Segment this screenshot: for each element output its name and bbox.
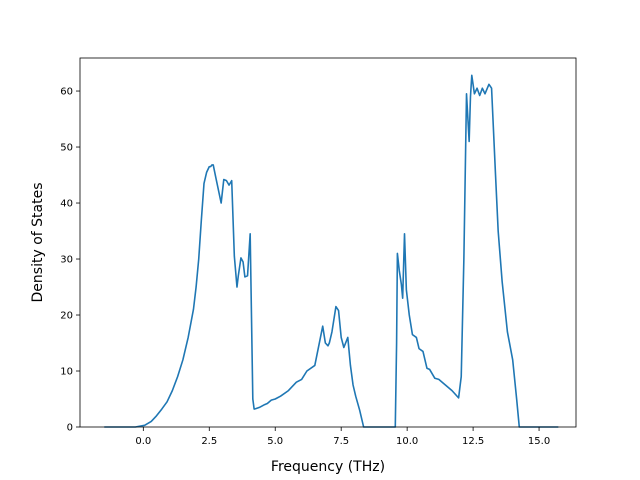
x-tick-label: 12.5	[462, 436, 484, 447]
x-axis-title: Frequency (THz)	[271, 459, 385, 475]
dos-series-line	[104, 74, 559, 428]
x-tick-label: 2.5	[201, 436, 217, 447]
x-tick-label: 5.0	[267, 436, 283, 447]
x-tick-label: 0.0	[135, 436, 151, 447]
y-tick-label: 10	[60, 367, 73, 378]
x-tick-label: 15.0	[528, 436, 550, 447]
x-tick-label: 7.5	[333, 436, 349, 447]
y-tick-label: 20	[60, 311, 73, 322]
y-tick-label: 60	[60, 87, 73, 98]
y-tick-label: 0	[67, 423, 73, 434]
y-axis-title: Density of States	[30, 183, 46, 303]
y-tick-label: 50	[60, 143, 73, 154]
y-axis: 0 10 20 30 40 50 60	[60, 87, 80, 434]
axes-frame	[79, 57, 577, 428]
y-tick-label: 30	[60, 255, 73, 266]
y-tick-label: 40	[60, 199, 73, 210]
x-tick-label: 10.0	[396, 436, 418, 447]
plot-area	[80, 58, 576, 428]
x-axis: 0.0 2.5 5.0 7.5 10.0 12.5 15.0	[135, 427, 550, 447]
axes-background	[80, 58, 576, 427]
